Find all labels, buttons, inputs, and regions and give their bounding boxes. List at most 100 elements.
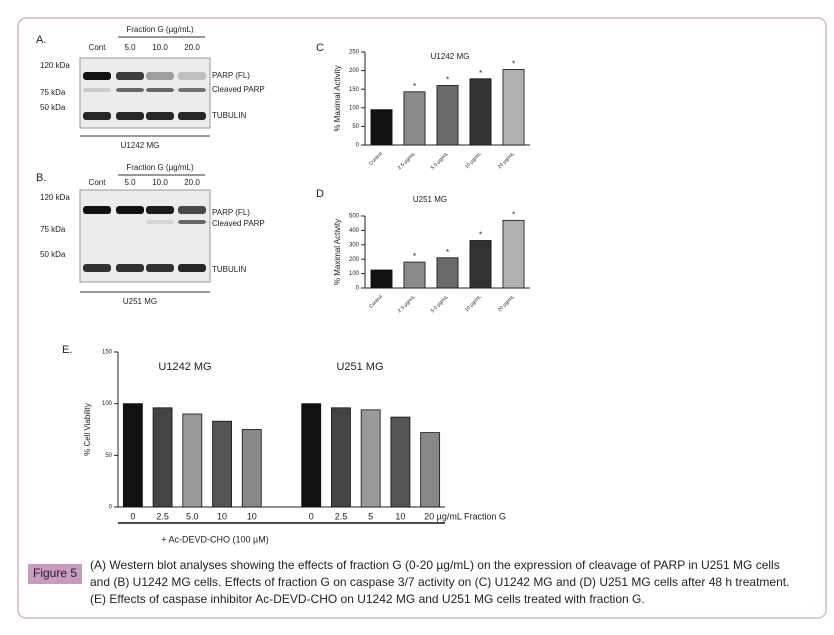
band (83, 72, 111, 80)
bar (403, 261, 426, 289)
kda-label: 75 kDa (40, 88, 66, 97)
band-label: TUBULIN (212, 265, 246, 274)
lane-label: Cont (89, 178, 107, 187)
bar (502, 69, 525, 146)
chart-title: U1242 MG (431, 52, 470, 61)
lane-label: 20.0 (184, 178, 200, 187)
y-tick-label: 100 (349, 105, 360, 111)
y-tick-label: 200 (349, 68, 360, 74)
significance-mark: * (512, 60, 515, 69)
band (146, 112, 174, 120)
lane-label: Cont (89, 43, 107, 52)
significance-mark: * (413, 252, 416, 261)
band-label: Cleaved PARP (212, 219, 265, 228)
lane-label: 5.0 (124, 43, 136, 52)
bar (403, 91, 426, 146)
bar (152, 407, 173, 508)
band (178, 206, 206, 214)
bar (436, 257, 459, 289)
caption-label-bg (28, 564, 82, 584)
kda-label: 50 kDa (40, 250, 66, 259)
x-tick-label: 10 (395, 511, 405, 521)
inhibitor-label: + Ac-DEVD-CHO (100 µM) (161, 534, 268, 544)
band (116, 88, 144, 92)
y-tick-label: 0 (356, 286, 360, 292)
y-tick-label: 50 (105, 453, 112, 459)
band-label: PARP (FL) (212, 71, 250, 80)
x-tick-label: 5 (368, 511, 373, 521)
bar (469, 240, 492, 289)
panel-label: D (316, 188, 324, 200)
x-tick-label: 0 (130, 511, 135, 521)
bar (122, 403, 143, 508)
bar (420, 432, 441, 508)
band (178, 112, 206, 120)
significance-mark: * (479, 69, 482, 78)
bar (436, 85, 459, 146)
x-tick-label: 5.0 µg/mL (430, 151, 450, 171)
y-tick-label: 500 (349, 214, 360, 220)
kda-label: 120 kDa (40, 193, 70, 202)
caption-line: (E) Effects of caspase inhibitor Ac-DEVD… (90, 592, 645, 606)
lane-label: 10.0 (152, 43, 168, 52)
band (146, 72, 174, 80)
x-tick-label: 2.5 (335, 511, 348, 521)
band-label: PARP (FL) (212, 208, 250, 217)
treatment-label: Fraction G (µg/mL) (126, 25, 194, 34)
panel-label: E. (62, 344, 72, 356)
y-tick-label: 150 (349, 87, 360, 93)
y-tick-label: 100 (102, 401, 113, 407)
y-axis-label: % Cell Viability (83, 403, 92, 456)
y-tick-label: 50 (352, 124, 359, 130)
panel-label: C (316, 42, 324, 54)
caption-label: Figure 5 (33, 566, 77, 580)
lane-label: 20.0 (184, 43, 200, 52)
x-tick-label: 2.5 µg/mL (397, 294, 417, 314)
y-tick-label: 0 (109, 505, 113, 511)
chart-title: U251 MG (413, 195, 447, 204)
y-tick-label: 0 (356, 143, 360, 149)
band (146, 264, 174, 272)
x-tick-label: 2.5 µg/mL (397, 151, 417, 171)
bar (241, 429, 262, 508)
x-tick-label: 0 (309, 511, 314, 521)
y-tick-label: 100 (349, 271, 360, 277)
caption-line: and (B) U1242 MG cells. Effects of fract… (90, 575, 789, 589)
band-label: Cleaved PARP (212, 85, 265, 94)
band (146, 88, 174, 92)
x-tick-label: 10 µg/mL (464, 294, 483, 313)
x-tick-label: Control (368, 294, 384, 310)
band (178, 220, 206, 224)
significance-mark: * (446, 248, 449, 257)
y-tick-label: 400 (349, 228, 360, 234)
x-tick-label: 20 µg/mL (497, 151, 516, 170)
cell-line-label: U1242 MG (121, 141, 160, 150)
band (116, 72, 144, 80)
frame (17, 17, 827, 619)
panel-label: A. (36, 34, 46, 46)
band (83, 206, 111, 214)
significance-mark: * (446, 76, 449, 85)
x-tick-label: 5.0 µg/mL (430, 294, 450, 314)
panel-label: B. (36, 172, 46, 184)
x-tick-label: 20 µg/mL (497, 294, 516, 313)
bar (212, 420, 232, 508)
band (83, 88, 111, 92)
x-tick-label: 10 (247, 511, 257, 521)
y-axis-label: % Maximal Activity (333, 65, 342, 131)
x-tick-label: 10 µg/mL (464, 151, 483, 170)
x-tick-label: 10 (217, 511, 227, 521)
bar (502, 219, 525, 289)
band-label: TUBULIN (212, 111, 246, 120)
band (146, 206, 174, 214)
cell-line-label: U251 MG (123, 297, 157, 306)
bar (182, 413, 203, 508)
bar (469, 78, 492, 146)
x-tick-label: 20 µg/mL Fraction G (424, 511, 506, 521)
band (83, 264, 111, 272)
bar (360, 409, 381, 508)
kda-label: 75 kDa (40, 225, 66, 234)
band (116, 206, 144, 214)
band (178, 264, 206, 272)
